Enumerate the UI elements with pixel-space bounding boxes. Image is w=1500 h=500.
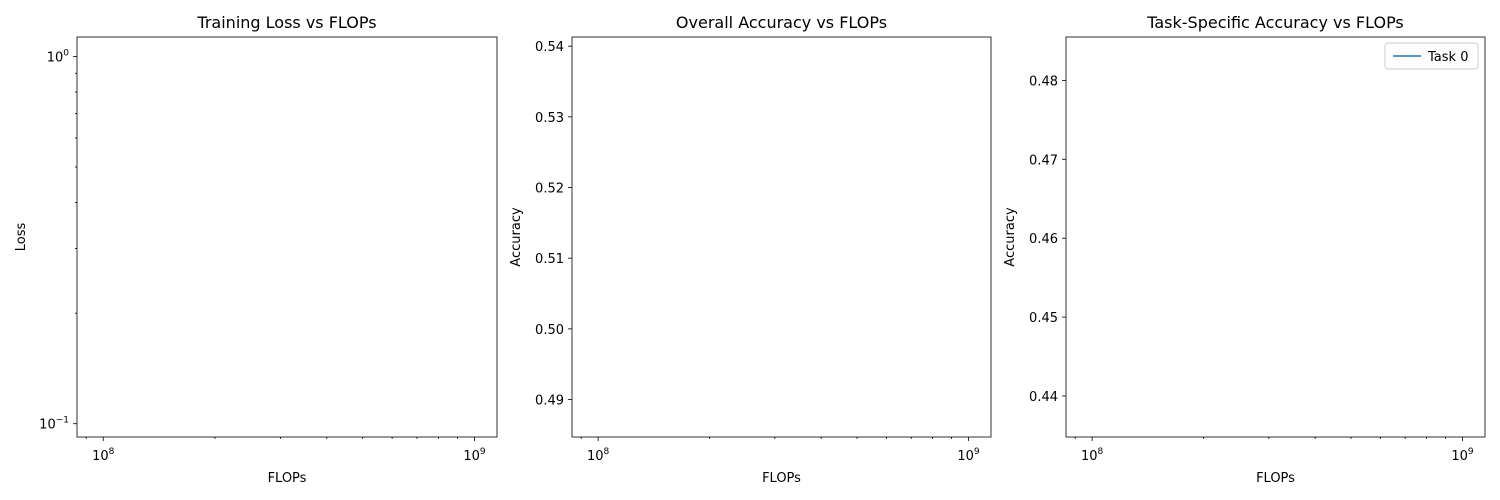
plot-area (76, 36, 498, 438)
legend: Task 0 (1384, 42, 1479, 70)
chart-title: Overall Accuracy vs FLOPs (676, 13, 887, 32)
y-tick-label: 100 (47, 48, 70, 65)
chart-panel-2: Task-Specific Accuracy vs FLOPs 108 109 0.4… (1003, 13, 1486, 486)
y-axis-label: Accuracy (1003, 207, 1018, 267)
y-tick-label: 0.52 (535, 182, 564, 197)
y-tick-label: 0.54 (535, 40, 564, 55)
y-tick-label: 0.50 (535, 323, 564, 338)
legend-label: Task 0 (1427, 50, 1468, 65)
y-tick-label: 0.51 (535, 252, 564, 267)
x-axis-label: FLOPs (1256, 471, 1295, 486)
plot-area (1065, 36, 1486, 438)
x-tick-label: 108 (1081, 447, 1104, 464)
y-axis-label: Loss (14, 223, 29, 252)
x-tick-label: 109 (1451, 447, 1474, 464)
x-tick-label: 109 (957, 447, 980, 464)
y-tick-label: 0.53 (535, 111, 564, 126)
chart-title: Task-Specific Accuracy vs FLOPs (1146, 13, 1404, 32)
chart-panel-0: Training Loss vs FLOPs 108 109 100 10−1 FLOPs… (14, 13, 498, 486)
y-tick-label: 0.49 (535, 394, 564, 409)
chart-panel-1: Overall Accuracy vs FLOPs 108 109 0.49 0.50 0… (509, 13, 992, 486)
y-tick-label: 0.48 (1029, 74, 1058, 89)
y-tick-label: 0.45 (1029, 311, 1058, 326)
x-tick-label: 109 (463, 447, 486, 464)
y-tick-label: 0.44 (1029, 390, 1058, 405)
chart-title: Training Loss vs FLOPs (196, 13, 376, 32)
y-axis-label: Accuracy (509, 207, 524, 267)
y-tick-label: 10−1 (39, 416, 69, 433)
x-axis-label: FLOPs (762, 471, 801, 486)
x-tick-label: 108 (587, 447, 610, 464)
y-tick-label: 0.46 (1029, 232, 1058, 247)
x-axis-label: FLOPs (268, 471, 307, 486)
legend-box (1384, 42, 1479, 70)
plot-area (571, 36, 992, 438)
y-tick-label: 0.47 (1029, 153, 1058, 168)
x-tick-label: 108 (92, 447, 115, 464)
